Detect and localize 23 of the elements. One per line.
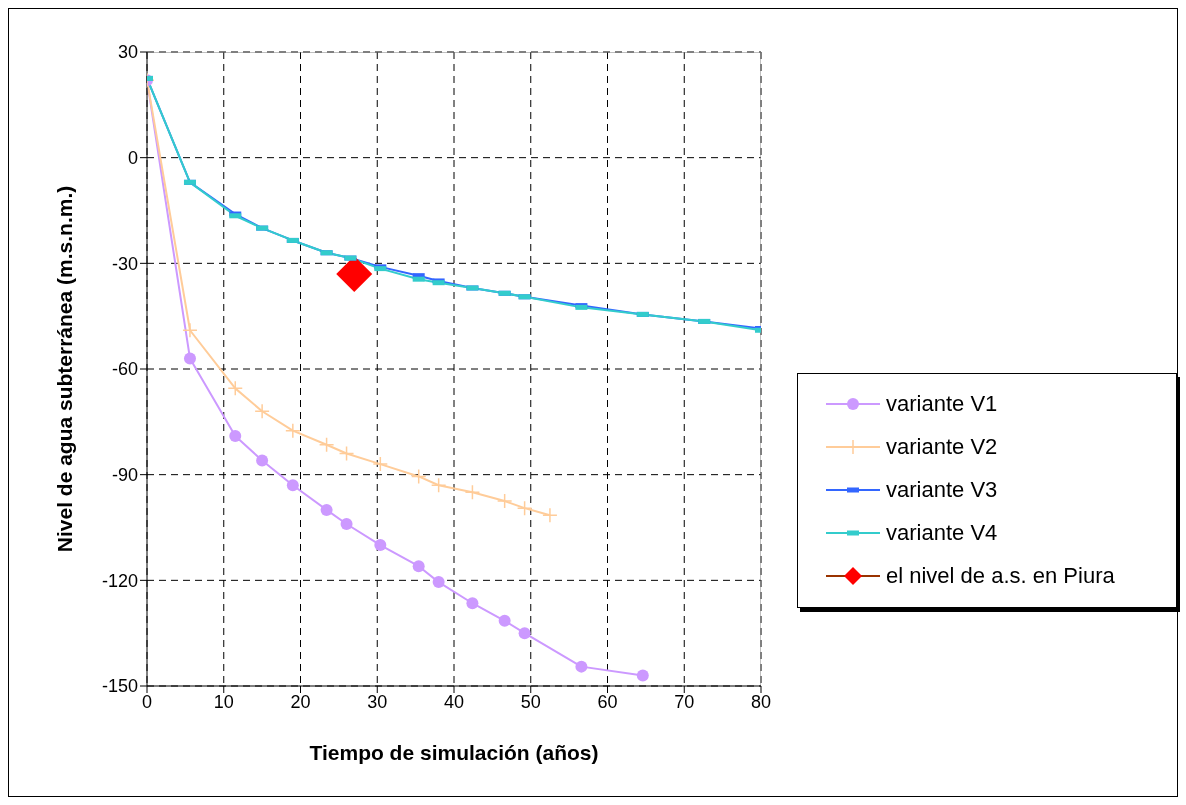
x-tick-label: 60 bbox=[597, 691, 618, 712]
x-tick-label: 20 bbox=[290, 691, 311, 712]
x-tick-label: 0 bbox=[141, 691, 153, 712]
y-tick-label: -30 bbox=[111, 253, 138, 274]
legend-label: variante V2 bbox=[886, 433, 998, 460]
y-tick-label: -150 bbox=[101, 676, 138, 697]
x-tick-label: 80 bbox=[750, 691, 772, 712]
x-axis-title: Tiempo de simulación (años) bbox=[309, 741, 599, 764]
y-tick-label: -90 bbox=[111, 465, 138, 486]
y-tick-label: 0 bbox=[127, 148, 138, 169]
y-tick-label: 30 bbox=[117, 42, 138, 63]
legend-label: variante V4 bbox=[886, 519, 998, 546]
y-tick-label: -120 bbox=[101, 570, 138, 591]
legend-label: variante V3 bbox=[886, 476, 998, 503]
legend-label: variante V1 bbox=[886, 390, 998, 417]
x-tick-label: 10 bbox=[213, 691, 234, 712]
y-axis-title: Nivel de agua subterránea (m.s.n.m.) bbox=[53, 185, 77, 553]
x-tick-label: 30 bbox=[367, 691, 388, 712]
x-tick-label: 50 bbox=[520, 691, 541, 712]
x-tick-label: 70 bbox=[674, 691, 695, 712]
x-tick-label: 40 bbox=[443, 691, 465, 712]
legend-label: el nivel de a.s. en Piura bbox=[886, 562, 1115, 589]
y-tick-label: -60 bbox=[111, 359, 138, 380]
